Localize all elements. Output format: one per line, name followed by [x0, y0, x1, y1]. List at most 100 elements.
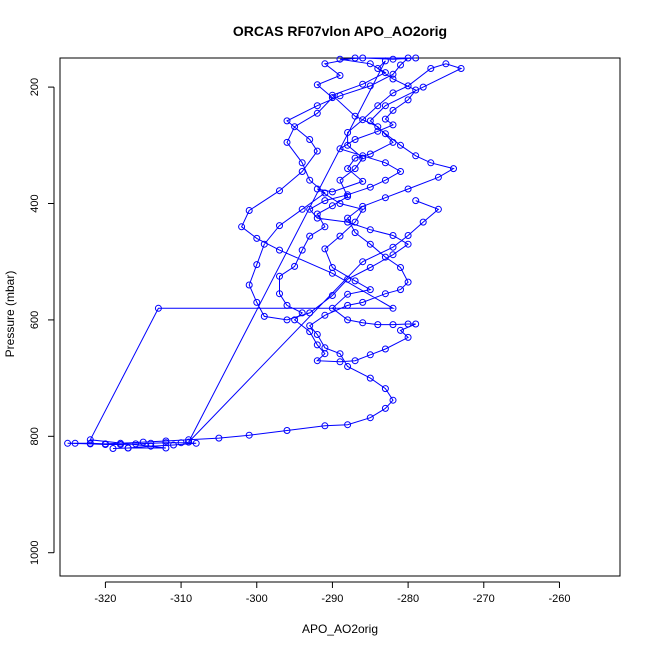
data-point: [276, 222, 283, 230]
data-point: [381, 385, 389, 393]
data-point: [245, 207, 253, 214]
data-point: [147, 442, 155, 450]
data-point: [313, 214, 321, 222]
data-point: [260, 240, 268, 248]
data-point: [298, 246, 306, 254]
data-point: [404, 278, 412, 286]
data-point: [381, 404, 389, 412]
data-point: [344, 191, 352, 199]
data-point: [457, 65, 465, 72]
data-point: [139, 438, 147, 446]
y-tick-label: 1000: [29, 540, 41, 564]
data-point: [389, 89, 397, 97]
data-point: [351, 54, 359, 62]
data-point: [71, 439, 79, 447]
data-point: [276, 187, 283, 195]
data-point: [245, 281, 253, 289]
data-point: [344, 218, 352, 226]
data-point: [434, 173, 442, 181]
data-point: [381, 115, 389, 123]
data-point: [381, 69, 389, 77]
data-point: [147, 439, 155, 447]
data-point: [397, 168, 404, 175]
data-point: [321, 245, 329, 253]
data-point: [427, 65, 435, 72]
data-point: [389, 232, 397, 239]
plot-frame: [59, 57, 621, 577]
data-point: [427, 159, 435, 167]
data-point: [170, 441, 177, 449]
data-point: [389, 321, 397, 329]
data-point: [283, 316, 291, 324]
data-point: [404, 320, 412, 328]
data-point: [192, 439, 200, 447]
data-point: [291, 262, 299, 270]
data-point: [298, 205, 306, 213]
data-point: [366, 60, 374, 68]
data-point: [366, 183, 374, 191]
data-point: [253, 234, 261, 242]
y-tick-label: 400: [29, 194, 41, 212]
data-point: [321, 344, 329, 352]
data-point: [404, 96, 412, 104]
data-point: [389, 106, 397, 114]
data-point: [366, 240, 374, 248]
data-point: [359, 177, 367, 185]
data-point: [313, 341, 321, 349]
data-point: [306, 322, 314, 330]
data-point: [344, 129, 352, 136]
data-point: [154, 304, 162, 312]
data-point: [260, 312, 268, 320]
data-point: [344, 214, 352, 222]
data-point: [313, 331, 321, 338]
data-point: [374, 127, 382, 135]
data-point: [328, 94, 336, 102]
data-point: [283, 427, 291, 434]
data-point: [313, 81, 321, 89]
data-point: [381, 159, 389, 167]
data-point: [306, 176, 314, 184]
data-point: [404, 54, 412, 62]
data-point: [359, 154, 367, 162]
data-point: [404, 333, 412, 341]
data-point: [336, 358, 344, 366]
data-point: [412, 197, 420, 205]
data-point: [351, 218, 359, 226]
data-point: [328, 292, 336, 299]
data-point: [253, 261, 261, 269]
data-point: [344, 290, 352, 298]
x-tick-label: -300: [246, 593, 268, 605]
y-tick-label: 800: [29, 427, 41, 445]
data-point: [101, 441, 109, 448]
data-point: [374, 123, 382, 131]
data-point: [328, 269, 336, 277]
data-point: [328, 188, 336, 196]
data-point: [381, 57, 389, 65]
data-point: [336, 200, 344, 207]
data-point: [404, 82, 412, 90]
data-point: [344, 275, 352, 283]
data-point: [442, 60, 450, 68]
data-point: [366, 414, 374, 422]
data-point: [336, 72, 344, 79]
x-tick-label: -270: [473, 593, 495, 605]
y-tick-label: 200: [29, 78, 41, 96]
data-point: [389, 121, 397, 129]
data-point: [64, 439, 72, 447]
data-point: [344, 421, 352, 429]
data-point: [344, 165, 352, 173]
series-line: [67, 57, 463, 449]
data-point: [381, 345, 389, 353]
data-point: [336, 92, 344, 100]
data-point: [389, 251, 397, 259]
data-point: [351, 112, 359, 120]
data-point: [336, 145, 344, 153]
data-point: [366, 150, 374, 158]
data-point: [450, 165, 457, 173]
data-point: [291, 123, 299, 131]
data-point: [313, 102, 321, 110]
data-point: [185, 436, 193, 444]
y-axis-label: Pressure (mbar): [3, 271, 17, 358]
